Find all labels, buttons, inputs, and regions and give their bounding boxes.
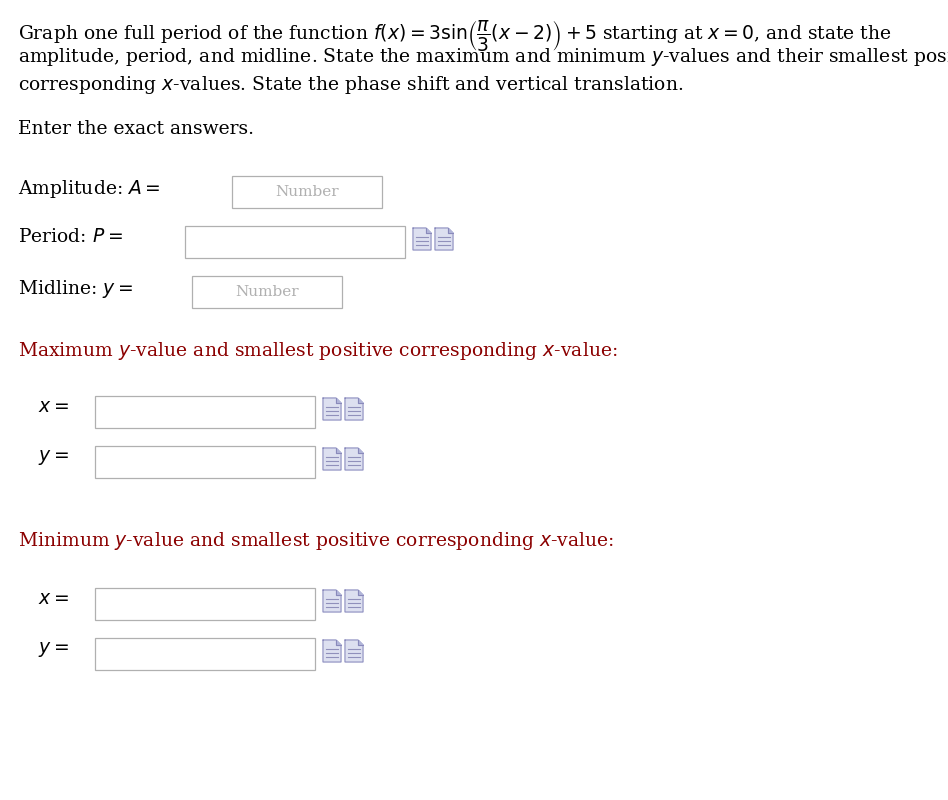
Polygon shape (435, 228, 453, 250)
Text: Enter the exact answers.: Enter the exact answers. (18, 120, 254, 138)
Text: amplitude, period, and midline. State the maximum and minimum $y$-values and the: amplitude, period, and midline. State th… (18, 46, 948, 68)
Polygon shape (345, 448, 363, 470)
Bar (232, 176, 382, 208)
Polygon shape (336, 448, 341, 453)
Bar (192, 276, 342, 308)
Polygon shape (345, 398, 363, 420)
Polygon shape (358, 398, 363, 403)
Bar (95, 638, 315, 670)
Polygon shape (345, 640, 363, 662)
Polygon shape (448, 228, 453, 233)
Text: Period: $P = $: Period: $P = $ (18, 228, 123, 246)
Bar (95, 446, 315, 478)
Text: $y = $: $y = $ (38, 448, 69, 467)
Text: Number: Number (275, 185, 338, 199)
Polygon shape (358, 640, 363, 645)
Text: corresponding $x$-values. State the phase shift and vertical translation.: corresponding $x$-values. State the phas… (18, 74, 684, 96)
Polygon shape (336, 590, 341, 595)
Text: Minimum $y$-value and smallest positive corresponding $x$-value:: Minimum $y$-value and smallest positive … (18, 530, 614, 552)
Polygon shape (323, 640, 341, 662)
Text: $y = $: $y = $ (38, 640, 69, 659)
Text: Graph one full period of the function $f(x) = 3\sin\!\left(\dfrac{\pi}{3}(x-2)\r: Graph one full period of the function $f… (18, 18, 892, 53)
Text: Midline: $y = $: Midline: $y = $ (18, 278, 133, 300)
Text: Amplitude: $A = $: Amplitude: $A = $ (18, 178, 160, 200)
Polygon shape (358, 590, 363, 595)
Bar (185, 226, 405, 258)
Text: Number: Number (235, 285, 299, 299)
Polygon shape (336, 398, 341, 403)
Polygon shape (336, 640, 341, 645)
Bar (95, 588, 315, 620)
Polygon shape (345, 590, 363, 612)
Polygon shape (413, 228, 431, 250)
Text: $x = $: $x = $ (38, 590, 69, 608)
Text: $x = $: $x = $ (38, 398, 69, 416)
Polygon shape (323, 448, 341, 470)
Text: Maximum $y$-value and smallest positive corresponding $x$-value:: Maximum $y$-value and smallest positive … (18, 340, 617, 362)
Polygon shape (358, 448, 363, 453)
Polygon shape (426, 228, 431, 233)
Polygon shape (323, 590, 341, 612)
Polygon shape (323, 398, 341, 420)
Bar (95, 396, 315, 428)
